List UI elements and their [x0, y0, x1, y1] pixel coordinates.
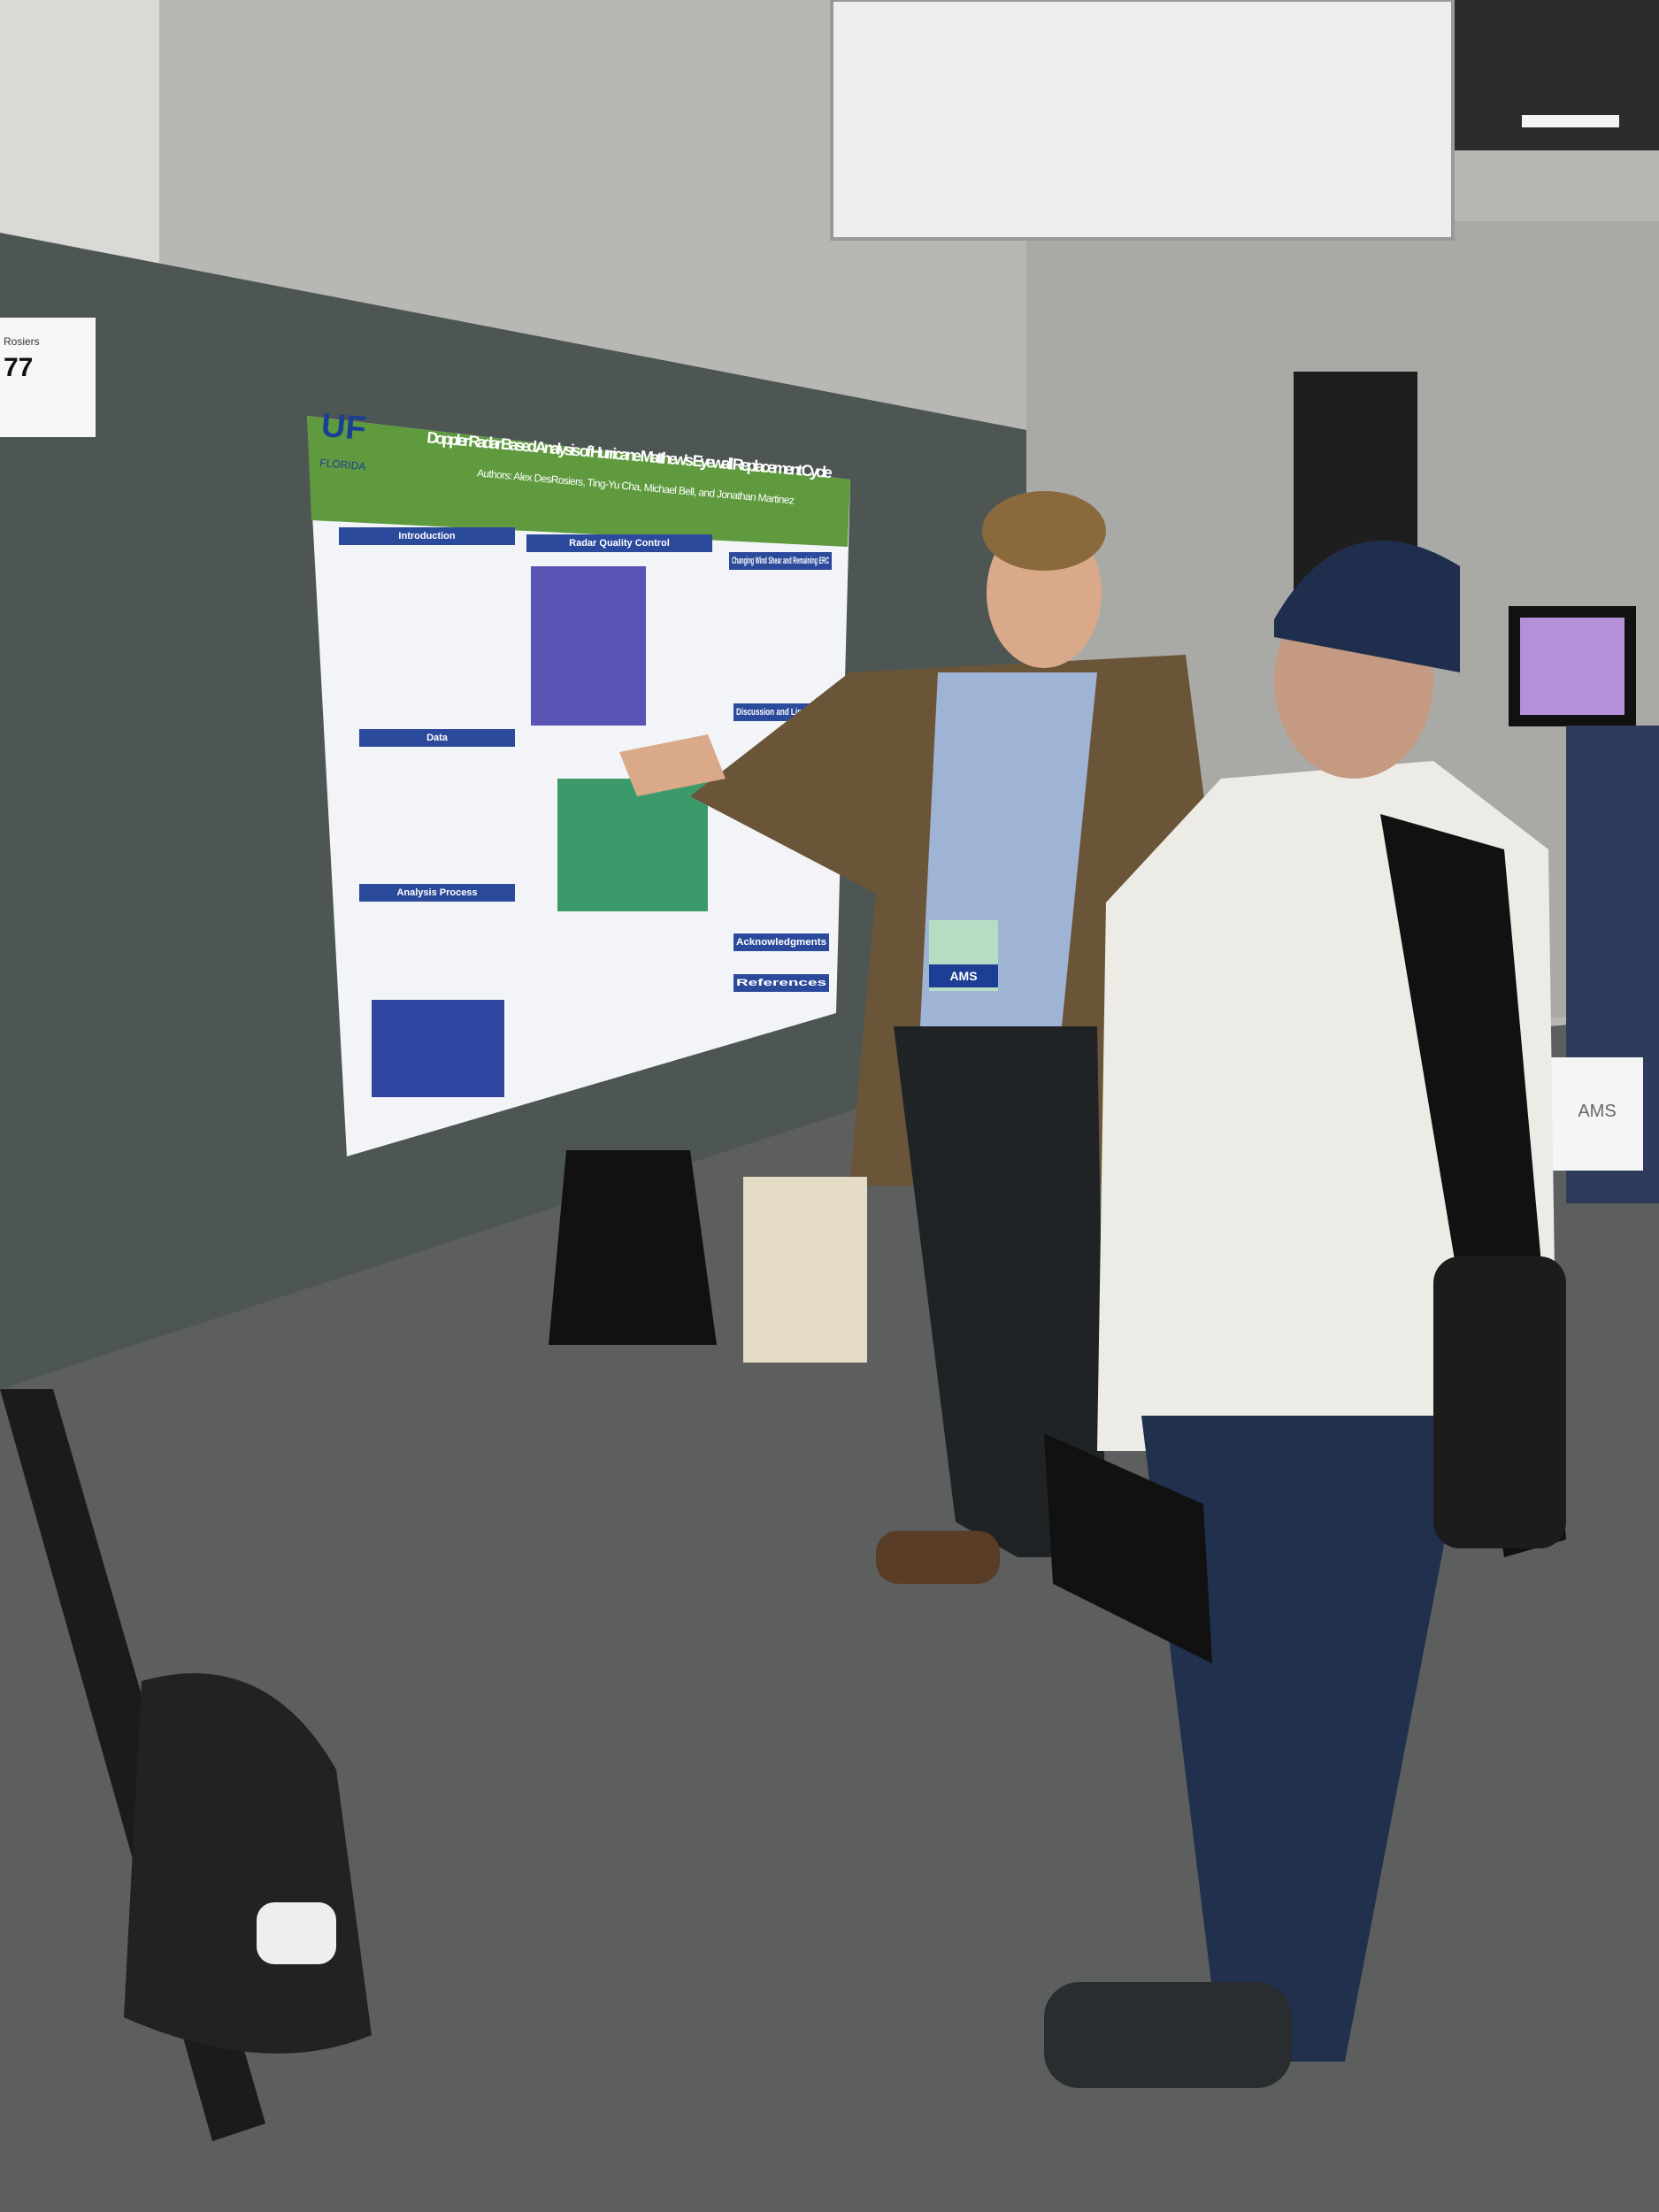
- wind-figure: [557, 779, 708, 911]
- water-bottle: [257, 1902, 336, 1964]
- section-header: Analysis Process: [396, 887, 477, 898]
- section-header-bar: [359, 729, 515, 747]
- badge-strip: [929, 964, 998, 987]
- section-header-bar: [733, 974, 829, 992]
- presenter-pants: [894, 1026, 1106, 1557]
- listener-jeans: [1141, 1416, 1469, 2062]
- listener-shoe: [1044, 1982, 1292, 2088]
- floor-bag: [743, 1177, 867, 1363]
- pillar: [0, 0, 159, 265]
- section-header: Introduction: [398, 531, 455, 541]
- notebook: [1044, 1433, 1212, 1663]
- section-header: References: [736, 978, 826, 988]
- shoulder-bag: [1433, 1256, 1566, 1548]
- presenter-hand: [619, 734, 726, 796]
- section-header: Changing Wind Shear and Remaining ERC: [732, 556, 829, 566]
- presenter-hair: [982, 491, 1106, 571]
- section-header-bar: [733, 933, 829, 951]
- tote-bag: [1551, 1057, 1643, 1171]
- listener-cap: [1274, 540, 1460, 672]
- poster-banner: [307, 416, 850, 547]
- poster-logo: UF: [319, 407, 367, 448]
- analysis-figure: [372, 1000, 504, 1097]
- sign-number: 77: [4, 353, 33, 382]
- ceiling-light: [1522, 115, 1619, 127]
- poster-logo-sub: FLORIDA: [319, 457, 366, 472]
- hanging-panel: [830, 0, 1455, 241]
- bag-label: AMS: [1578, 1102, 1616, 1121]
- sign-name: Rosiers: [4, 335, 40, 348]
- section-header-bar: [729, 552, 832, 570]
- ceiling: [1453, 0, 1659, 150]
- section-header-bar: [526, 534, 712, 552]
- section-header: Acknowledgments: [736, 937, 826, 948]
- badge-label: AMS: [949, 969, 977, 983]
- visitor-legs: [549, 1150, 717, 1345]
- section-header: Radar Quality Control: [569, 538, 670, 549]
- poster-sections: Introduction Radar Quality Control Changin…: [339, 527, 832, 992]
- presenter-shoe: [876, 1531, 1000, 1584]
- sign-card: [0, 318, 96, 437]
- section-header: Data: [426, 733, 449, 743]
- section-header-bar: [359, 884, 515, 902]
- section-header-bar: [339, 527, 515, 545]
- monitor-screen: [1520, 618, 1624, 715]
- radar-figure: [531, 566, 646, 726]
